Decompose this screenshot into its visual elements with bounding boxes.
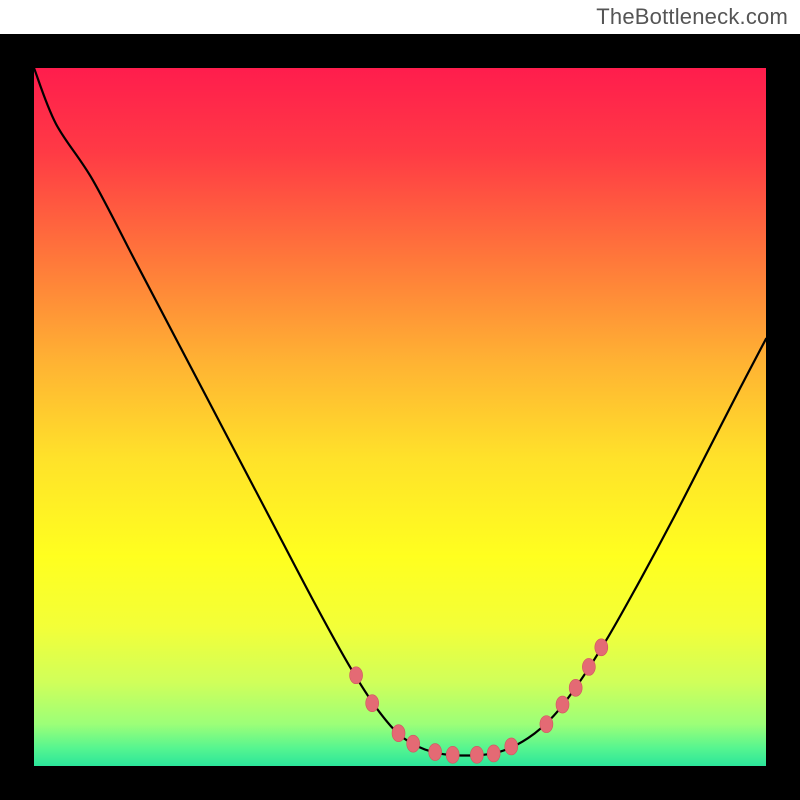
- curve-marker: [540, 716, 553, 733]
- curve-marker: [505, 738, 518, 755]
- curve-marker: [366, 695, 379, 712]
- curve-marker: [429, 744, 442, 761]
- curve-marker: [446, 746, 459, 763]
- curve-marker: [470, 746, 483, 763]
- curve-marker: [350, 667, 363, 684]
- watermark-text: TheBottleneck.com: [596, 4, 788, 30]
- plot-background: [34, 68, 766, 766]
- curve-marker: [595, 639, 608, 656]
- curve-marker: [487, 745, 500, 762]
- curve-marker: [582, 658, 595, 675]
- curve-marker: [407, 735, 420, 752]
- bottleneck-chart: [0, 0, 800, 800]
- curve-marker: [556, 696, 569, 713]
- curve-marker: [392, 725, 405, 742]
- curve-marker: [569, 679, 582, 696]
